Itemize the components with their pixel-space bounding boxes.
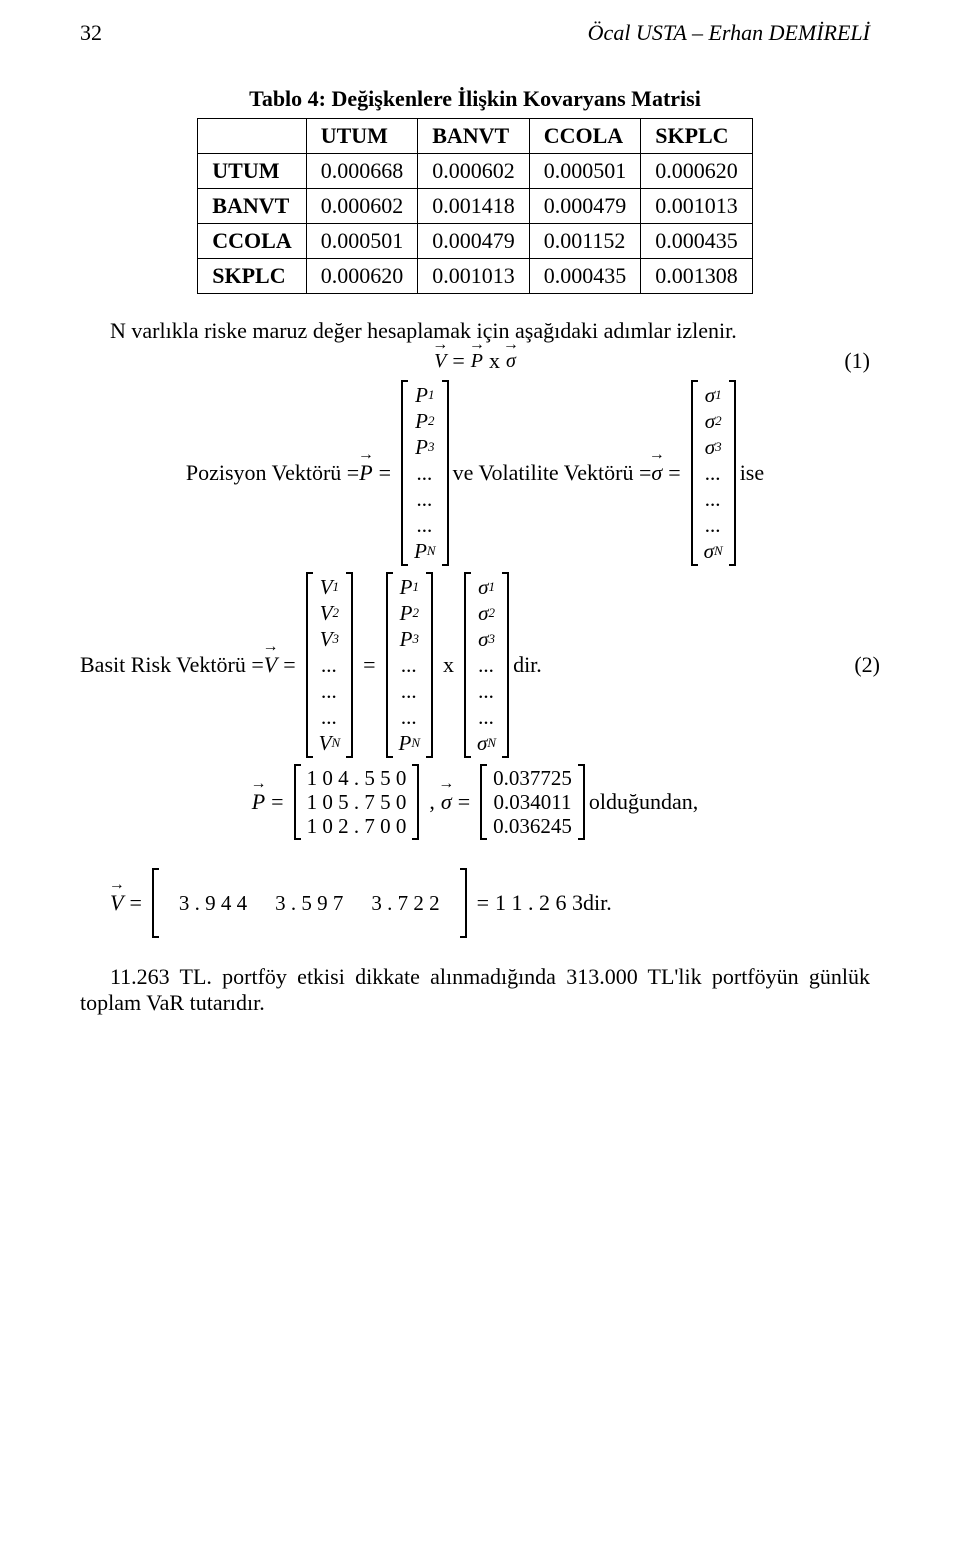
header-cell: CCOLA bbox=[529, 119, 641, 154]
equation-1: V = P x σ (1) bbox=[80, 348, 870, 374]
covariance-table: UTUM BANVT CCOLA SKPLC UTUM0.0006680.000… bbox=[197, 118, 752, 294]
symbol-P: P bbox=[471, 350, 483, 373]
table-row: UTUM0.0006680.0006020.0005010.000620 bbox=[198, 154, 752, 189]
table-row: BANVT0.0006020.0014180.0004790.001013 bbox=[198, 189, 752, 224]
page-number: 32 bbox=[80, 20, 102, 46]
header-cell: SKPLC bbox=[641, 119, 753, 154]
position-volatility-line: Pozisyon Vektörü = P = P1 P2 P3 ........… bbox=[80, 380, 870, 566]
sigma-example-matrix: 0.037725 0.034011 0.036245 bbox=[480, 764, 585, 840]
equation-number: (1) bbox=[844, 348, 870, 374]
table-row: CCOLA0.0005010.0004790.0011520.000435 bbox=[198, 224, 752, 259]
risk-vector-line: Basit Risk Vektörü = V = V1 V2 V3 ......… bbox=[80, 572, 870, 758]
author-names: Öcal USTA – Erhan DEMİRELİ bbox=[588, 20, 870, 46]
table-title: Tablo 4: Değişkenlere İlişkin Kovaryans … bbox=[80, 86, 870, 112]
table-header-row: UTUM BANVT CCOLA SKPLC bbox=[198, 119, 752, 154]
V-row-matrix: 3 . 9 4 4 3 . 5 9 7 3 . 7 2 2 bbox=[152, 868, 467, 938]
page-header: 32 Öcal USTA – Erhan DEMİRELİ bbox=[80, 20, 870, 46]
symbol-V: V bbox=[434, 350, 446, 373]
intro-text: N varlıkla riske maruz değer hesaplamak … bbox=[110, 318, 870, 344]
example-vectors-line: P = 1 0 4 . 5 5 0 1 0 5 . 7 5 0 1 0 2 . … bbox=[80, 764, 870, 840]
P-vector-matrix: P1 P2 P3 ......... PN bbox=[401, 380, 449, 566]
symbol-sigma: σ bbox=[506, 350, 516, 373]
table-row: SKPLC0.0006200.0010130.0004350.001308 bbox=[198, 259, 752, 294]
V-sum: 1 1 . 2 6 3 bbox=[495, 890, 583, 916]
sigma-vector-matrix: σ1 σ2 σ3 ......... σN bbox=[691, 380, 736, 566]
V-vector-matrix: V1 V2 V3 ......... VN bbox=[306, 572, 354, 758]
header-cell bbox=[198, 119, 306, 154]
header-cell: BANVT bbox=[418, 119, 530, 154]
equation-number: (2) bbox=[854, 652, 880, 678]
P-example-matrix: 1 0 4 . 5 5 0 1 0 5 . 7 5 0 1 0 2 . 7 0 … bbox=[294, 764, 420, 840]
header-cell: UTUM bbox=[306, 119, 418, 154]
result-line: V = 3 . 9 4 4 3 . 5 9 7 3 . 7 2 2 = 1 1 … bbox=[110, 868, 870, 938]
footnote-text: 11.263 TL. portföy etkisi dikkate alınma… bbox=[80, 964, 870, 1016]
